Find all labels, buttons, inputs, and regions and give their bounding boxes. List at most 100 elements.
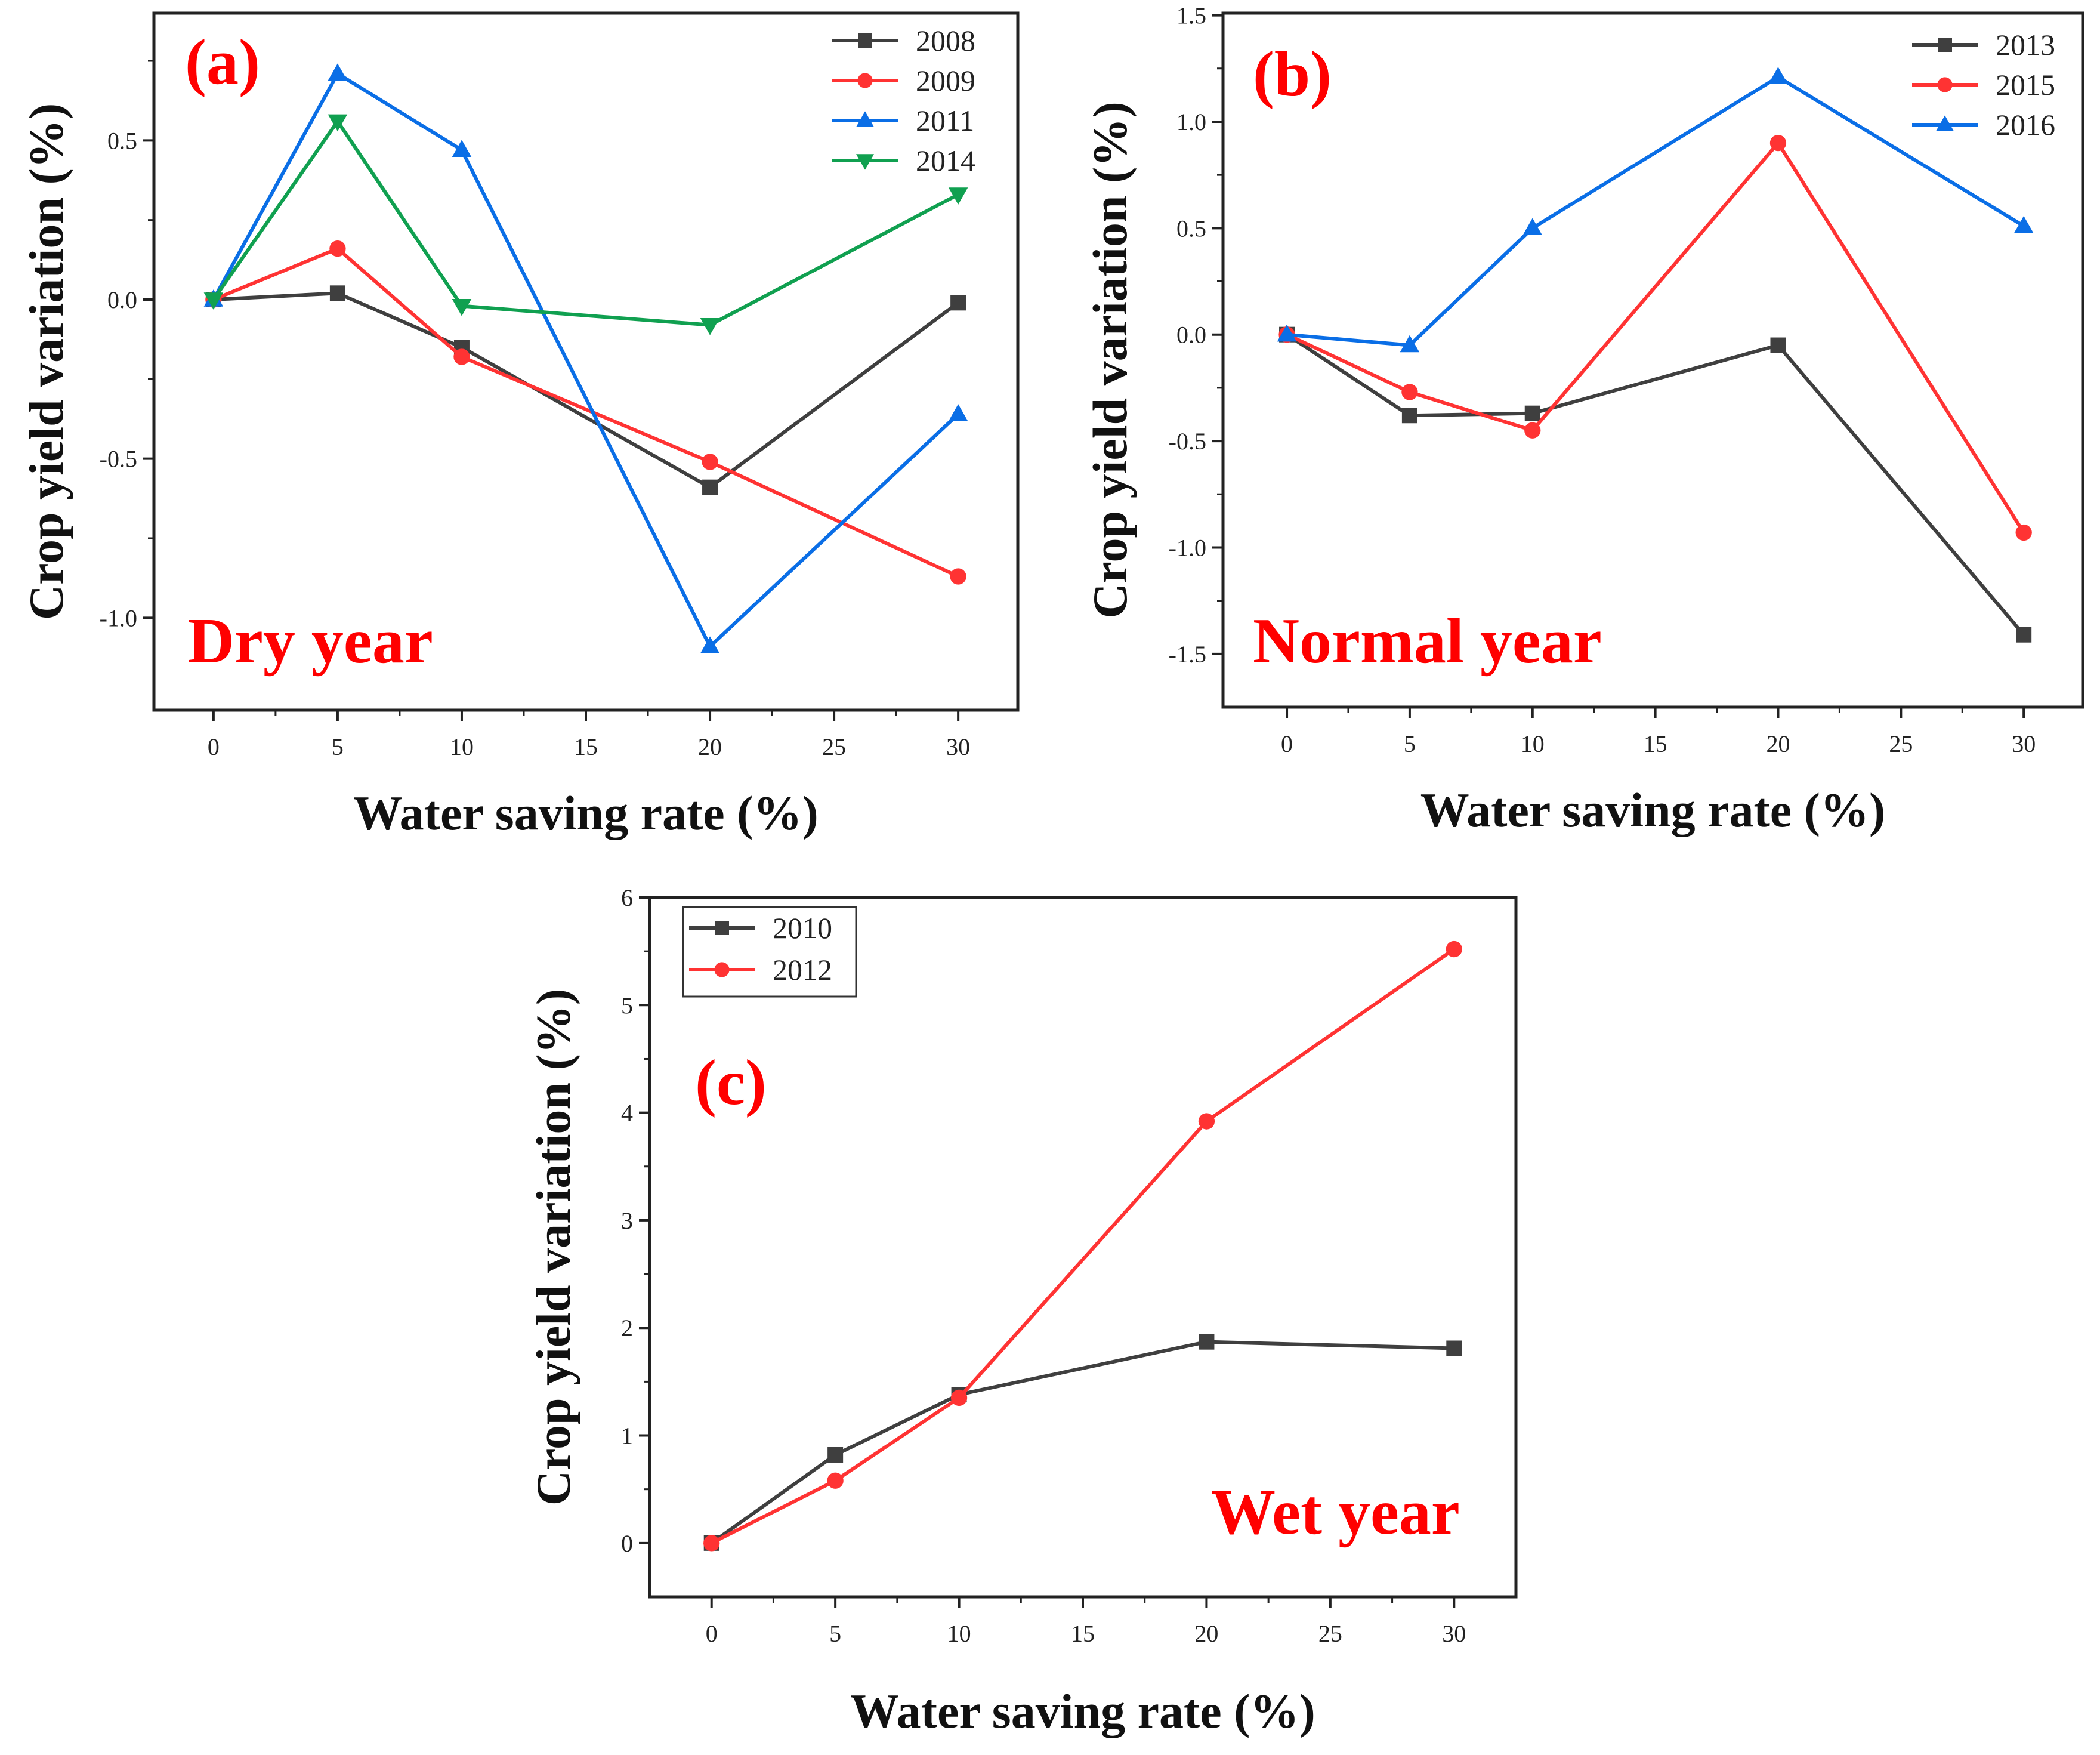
y-tick-label: 4 bbox=[621, 1100, 633, 1127]
legend-label: 2014 bbox=[916, 144, 975, 177]
x-tick-label: 15 bbox=[1644, 730, 1667, 757]
legend-label: 2010 bbox=[773, 911, 832, 945]
x-axis-label: Water saving rate (%) bbox=[1420, 783, 1886, 837]
x-tick-label: 5 bbox=[829, 1620, 841, 1647]
data-point-2008-30 bbox=[950, 295, 966, 311]
legend-marker-2014 bbox=[856, 154, 874, 170]
x-tick-label: 25 bbox=[1318, 1620, 1342, 1647]
series-line-2013 bbox=[1286, 333, 2025, 636]
data-point-2015-5 bbox=[1401, 384, 1418, 400]
data-point-2012-5 bbox=[827, 1472, 844, 1489]
y-tick-label: 0.5 bbox=[107, 127, 137, 154]
data-point-2014-30 bbox=[948, 187, 968, 205]
series-2009 bbox=[205, 240, 966, 585]
legend-label: 2008 bbox=[916, 24, 975, 57]
data-point-2014-10 bbox=[452, 298, 472, 316]
data-point-2015-10 bbox=[1524, 422, 1541, 439]
y-tick-label: 0 bbox=[621, 1530, 633, 1557]
legend-marker-2011 bbox=[856, 111, 874, 127]
y-tick-label: 6 bbox=[621, 884, 633, 911]
panel-label: (b) bbox=[1253, 39, 1332, 110]
data-point-2012-0 bbox=[703, 1535, 720, 1552]
x-tick-label: 20 bbox=[698, 733, 722, 760]
y-tick-label: 5 bbox=[621, 992, 633, 1019]
data-point-2016-0 bbox=[1277, 324, 1297, 342]
x-tick-label: 30 bbox=[1442, 1620, 1466, 1647]
panel-annotation: Normal year bbox=[1253, 606, 1602, 677]
y-tick-label: 2 bbox=[621, 1315, 633, 1341]
x-tick-label: 0 bbox=[1281, 730, 1293, 757]
y-tick-label: -1.0 bbox=[100, 604, 137, 631]
y-axis-label: Crop yield variation (%) bbox=[19, 103, 73, 620]
data-point-2009-30 bbox=[950, 568, 966, 585]
legend-label: 2011 bbox=[916, 104, 974, 137]
x-tick-label: 20 bbox=[1766, 730, 1790, 757]
data-point-2013-20 bbox=[1770, 337, 1786, 353]
series-line-2008 bbox=[213, 291, 959, 489]
y-tick-label: -1.0 bbox=[1169, 534, 1206, 561]
legend-marker-2012 bbox=[714, 962, 730, 977]
x-axis-label: Water saving rate (%) bbox=[850, 1684, 1315, 1738]
legend-box bbox=[682, 906, 857, 998]
data-point-2015-20 bbox=[1769, 134, 1787, 152]
legend-marker-2013 bbox=[1938, 38, 1952, 52]
data-point-2016-5 bbox=[1400, 335, 1420, 353]
legend: 2008 2009 2011 2014 bbox=[832, 24, 975, 177]
series-line-2012 bbox=[711, 948, 1455, 1545]
series-2013 bbox=[1279, 326, 2032, 643]
data-point-2010-20 bbox=[1199, 1334, 1215, 1350]
data-point-2008-20 bbox=[702, 479, 718, 495]
plot-frame bbox=[1221, 11, 2084, 709]
data-point-2009-5 bbox=[329, 240, 346, 257]
series-2012 bbox=[703, 940, 1462, 1552]
series-2016 bbox=[1277, 67, 2034, 353]
legend: 2013 2015 2016 bbox=[1912, 28, 2055, 141]
x-tick-label: 15 bbox=[574, 733, 598, 760]
legend: 2010 2012 bbox=[682, 906, 857, 998]
x-tick-label: 0 bbox=[706, 1620, 718, 1647]
y-tick-label: 3 bbox=[621, 1207, 633, 1234]
x-tick-label: 30 bbox=[2012, 730, 2036, 757]
y-tick-label: -0.5 bbox=[100, 446, 137, 473]
data-point-2011-10 bbox=[452, 140, 472, 158]
legend-marker-2010 bbox=[715, 921, 729, 935]
data-point-2012-10 bbox=[950, 1389, 968, 1407]
data-point-2012-20 bbox=[1198, 1113, 1215, 1130]
data-point-2014-0 bbox=[203, 292, 224, 310]
legend-label: 2015 bbox=[1996, 68, 2055, 101]
y-tick-label: 0.0 bbox=[1176, 322, 1206, 348]
data-point-2016-20 bbox=[1768, 67, 1788, 84]
chart-panel-b: 0 5 10 15 20 25 30 -1.5 -1.0 -0.5 0.0 0.5 1.0 1.5 Wate… bbox=[1083, 2, 2084, 837]
x-tick-label: 0 bbox=[208, 733, 220, 760]
x-tick-label: 30 bbox=[946, 733, 970, 760]
y-tick-label: -1.5 bbox=[1169, 641, 1206, 668]
data-point-2014-5 bbox=[328, 114, 348, 132]
panel-annotation: Dry year bbox=[188, 606, 433, 677]
series-line-2016 bbox=[1286, 75, 2025, 347]
y-tick-label: -0.5 bbox=[1169, 428, 1206, 455]
data-point-2008-5 bbox=[329, 285, 345, 301]
data-point-2016-30 bbox=[2013, 215, 2034, 233]
legend-marker-2008 bbox=[858, 33, 872, 48]
y-tick-label: 1.0 bbox=[1176, 109, 1206, 135]
x-tick-label: 5 bbox=[332, 733, 344, 760]
series-2015 bbox=[1278, 134, 2032, 541]
y-tick-label: 1 bbox=[621, 1423, 633, 1449]
x-tick-label: 25 bbox=[822, 733, 846, 760]
legend-marker-2016 bbox=[1936, 115, 1954, 131]
data-point-2013-30 bbox=[2016, 627, 2032, 643]
data-point-2011-20 bbox=[700, 636, 720, 654]
series-line-2009 bbox=[212, 246, 959, 578]
y-axis-label: Crop yield variation (%) bbox=[1083, 101, 1137, 618]
series-line-2015 bbox=[1286, 141, 2025, 534]
data-point-2016-10 bbox=[1522, 218, 1543, 236]
data-point-2013-10 bbox=[1524, 405, 1540, 421]
legend-label: 2013 bbox=[1996, 28, 2055, 61]
legend-marker-2009 bbox=[857, 73, 873, 88]
data-point-2010-30 bbox=[1446, 1340, 1462, 1356]
x-tick-label: 10 bbox=[450, 733, 474, 760]
chart-panel-a: 0 5 10 15 20 25 30 -1.0 -0.5 0.0 0.5 Water saving r… bbox=[19, 11, 1020, 840]
data-point-2015-30 bbox=[2015, 524, 2032, 541]
series-2014 bbox=[203, 114, 968, 335]
